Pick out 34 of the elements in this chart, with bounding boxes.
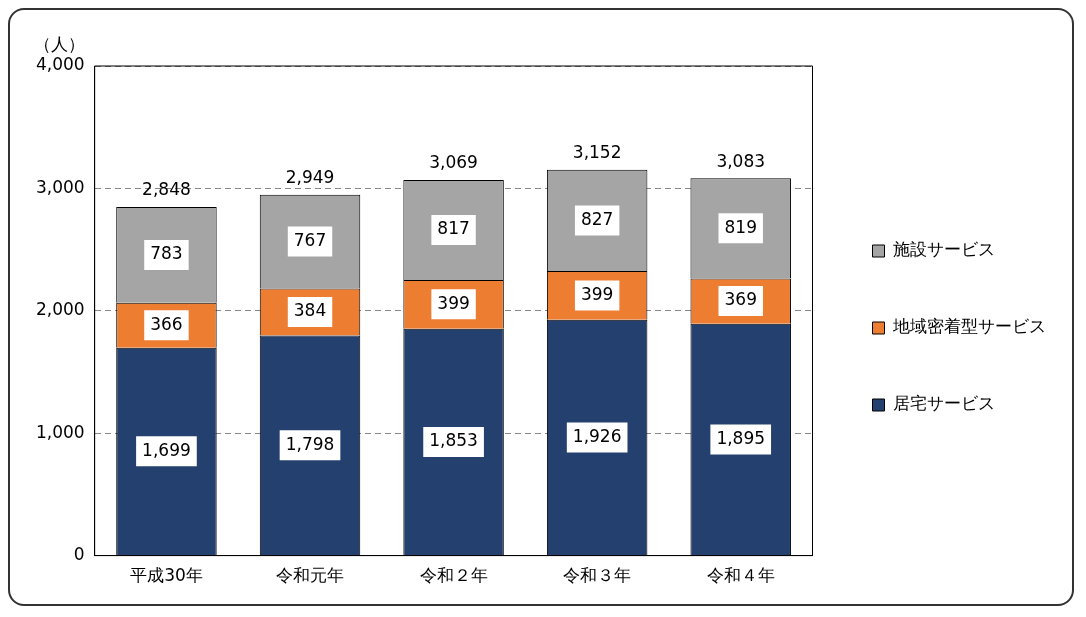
total-label: 3,069 <box>429 152 478 173</box>
data-label: 767 <box>293 230 327 250</box>
total-label: 3,083 <box>716 150 766 171</box>
data-label: 819 <box>724 216 757 237</box>
legend-label: 居宅サービス <box>893 393 995 414</box>
x-tick-label: 令和２年 <box>419 565 488 586</box>
legend-label: 地域密着型サービス <box>892 316 1046 337</box>
data-label: 384 <box>293 300 327 321</box>
data-label: 783 <box>150 243 183 264</box>
data-label: 399 <box>580 283 614 304</box>
total-label: 2,949 <box>285 167 335 188</box>
total-label: 2,848 <box>142 179 191 200</box>
data-label: 827 <box>580 208 614 229</box>
x-tick-label: 令和元年 <box>276 565 345 586</box>
x-tick-label: 令和３年 <box>563 565 632 586</box>
data-label: 1,853 <box>429 430 478 451</box>
y-tick-label: 0 <box>73 544 85 565</box>
data-label: 1,926 <box>572 425 622 446</box>
x-tick-label: 平成30年 <box>130 565 203 586</box>
y-tick-label: 1,000 <box>36 421 85 442</box>
total-label: 3,152 <box>572 142 622 163</box>
data-label: 1,699 <box>142 439 191 460</box>
data-label: 369 <box>724 289 757 310</box>
data-label: 366 <box>150 313 183 334</box>
y-tick-label: 2,000 <box>36 299 85 320</box>
y-axis-title: （人） <box>34 34 85 55</box>
data-label: 399 <box>437 292 470 313</box>
y-tick-label: 3,000 <box>36 176 85 197</box>
data-label: 1,798 <box>285 433 335 454</box>
y-tick-label: 4,000 <box>36 54 85 75</box>
legend-label: 施設サービス <box>893 239 995 260</box>
data-label: 817 <box>437 218 470 239</box>
x-tick-label: 令和４年 <box>706 565 775 586</box>
data-label: 1,895 <box>716 427 766 448</box>
